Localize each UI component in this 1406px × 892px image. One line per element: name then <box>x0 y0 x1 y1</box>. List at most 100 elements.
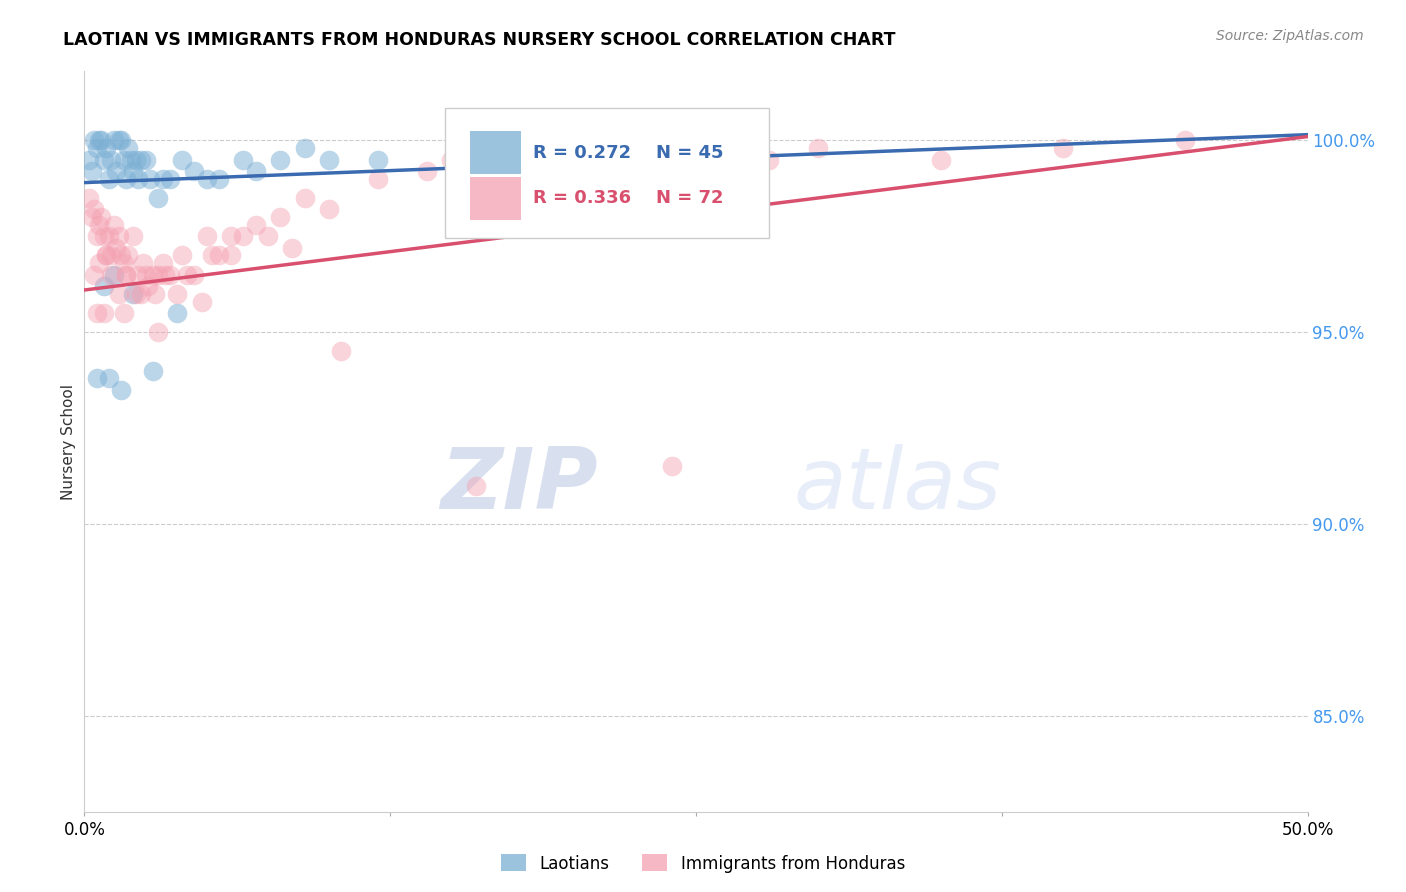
Point <box>103 218 125 232</box>
Text: N = 72: N = 72 <box>655 189 723 208</box>
Point <box>103 268 125 282</box>
Point <box>80 164 103 178</box>
Point <box>416 164 439 178</box>
Point <box>90 210 112 224</box>
Point <box>87 133 110 147</box>
Point <box>110 133 132 147</box>
Point <box>103 133 125 147</box>
Text: LAOTIAN VS IMMIGRANTS FROM HONDURAS NURSERY SCHOOL CORRELATION CHART: LAOTIAN VS IMMIGRANTS FROM HONDURAS NURS… <box>63 31 896 49</box>
Point <box>142 268 165 282</box>
Text: R = 0.272: R = 0.272 <box>533 144 631 161</box>
Point <box>440 153 463 167</box>
Point <box>96 248 118 262</box>
Point <box>929 153 952 167</box>
Point <box>83 202 105 217</box>
Point <box>93 229 115 244</box>
Text: N = 45: N = 45 <box>655 144 723 161</box>
Point <box>159 268 181 282</box>
Point <box>245 164 267 178</box>
Point <box>294 191 316 205</box>
Point <box>219 229 242 244</box>
Point <box>120 153 142 167</box>
Text: atlas: atlas <box>794 444 1002 527</box>
Point <box>90 133 112 147</box>
FancyBboxPatch shape <box>446 109 769 238</box>
Point <box>129 286 152 301</box>
Point <box>87 218 110 232</box>
Point <box>132 256 155 270</box>
Point <box>93 153 115 167</box>
Point <box>464 478 486 492</box>
Point <box>125 286 148 301</box>
Point <box>166 286 188 301</box>
Point <box>153 268 176 282</box>
Point <box>115 171 138 186</box>
Point <box>1174 133 1197 147</box>
Point <box>200 248 222 262</box>
Point <box>318 153 340 167</box>
Point <box>110 383 132 397</box>
Point <box>100 153 122 167</box>
Point <box>86 141 108 155</box>
Point <box>166 306 188 320</box>
Point <box>219 248 242 262</box>
Point <box>330 344 353 359</box>
Point <box>112 256 135 270</box>
Point <box>195 171 218 186</box>
Point <box>105 164 128 178</box>
Point <box>107 229 129 244</box>
Point <box>125 153 148 167</box>
Point <box>208 248 231 262</box>
Point <box>112 306 135 320</box>
Point <box>367 171 389 186</box>
Point <box>127 268 149 282</box>
Point <box>807 141 830 155</box>
Point <box>367 153 389 167</box>
Point <box>152 256 174 270</box>
Point <box>143 286 166 301</box>
Point <box>294 141 316 155</box>
Point <box>87 256 110 270</box>
Legend: Laotians, Immigrants from Honduras: Laotians, Immigrants from Honduras <box>494 847 912 880</box>
Point <box>80 210 103 224</box>
Point <box>129 153 152 167</box>
FancyBboxPatch shape <box>470 130 522 174</box>
Point <box>318 202 340 217</box>
Point <box>107 286 129 301</box>
Point <box>86 371 108 385</box>
Point <box>86 306 108 320</box>
Text: R = 0.336: R = 0.336 <box>533 189 631 208</box>
Point <box>97 171 120 186</box>
Point <box>97 371 120 385</box>
Point <box>105 241 128 255</box>
Point <box>117 141 139 155</box>
Point <box>245 218 267 232</box>
Point <box>96 141 118 155</box>
Point <box>183 268 205 282</box>
Point <box>195 229 218 244</box>
Point <box>191 294 214 309</box>
Point <box>135 153 157 167</box>
Point <box>612 171 634 186</box>
Point <box>208 171 231 186</box>
Point <box>96 248 118 262</box>
Point <box>269 210 291 224</box>
Point <box>139 171 162 186</box>
Text: Source: ZipAtlas.com: Source: ZipAtlas.com <box>1216 29 1364 43</box>
Point <box>122 164 145 178</box>
Point <box>93 306 115 320</box>
Point <box>115 268 138 282</box>
Point <box>142 363 165 377</box>
Point <box>83 133 105 147</box>
Point <box>172 153 194 167</box>
Point <box>1052 141 1074 155</box>
Point <box>661 459 683 474</box>
Point <box>136 279 159 293</box>
Point <box>257 229 280 244</box>
Point <box>758 153 780 167</box>
Text: ZIP: ZIP <box>440 444 598 527</box>
Point <box>513 153 536 167</box>
Point <box>685 141 707 155</box>
Point <box>562 153 585 167</box>
Point <box>159 171 181 186</box>
